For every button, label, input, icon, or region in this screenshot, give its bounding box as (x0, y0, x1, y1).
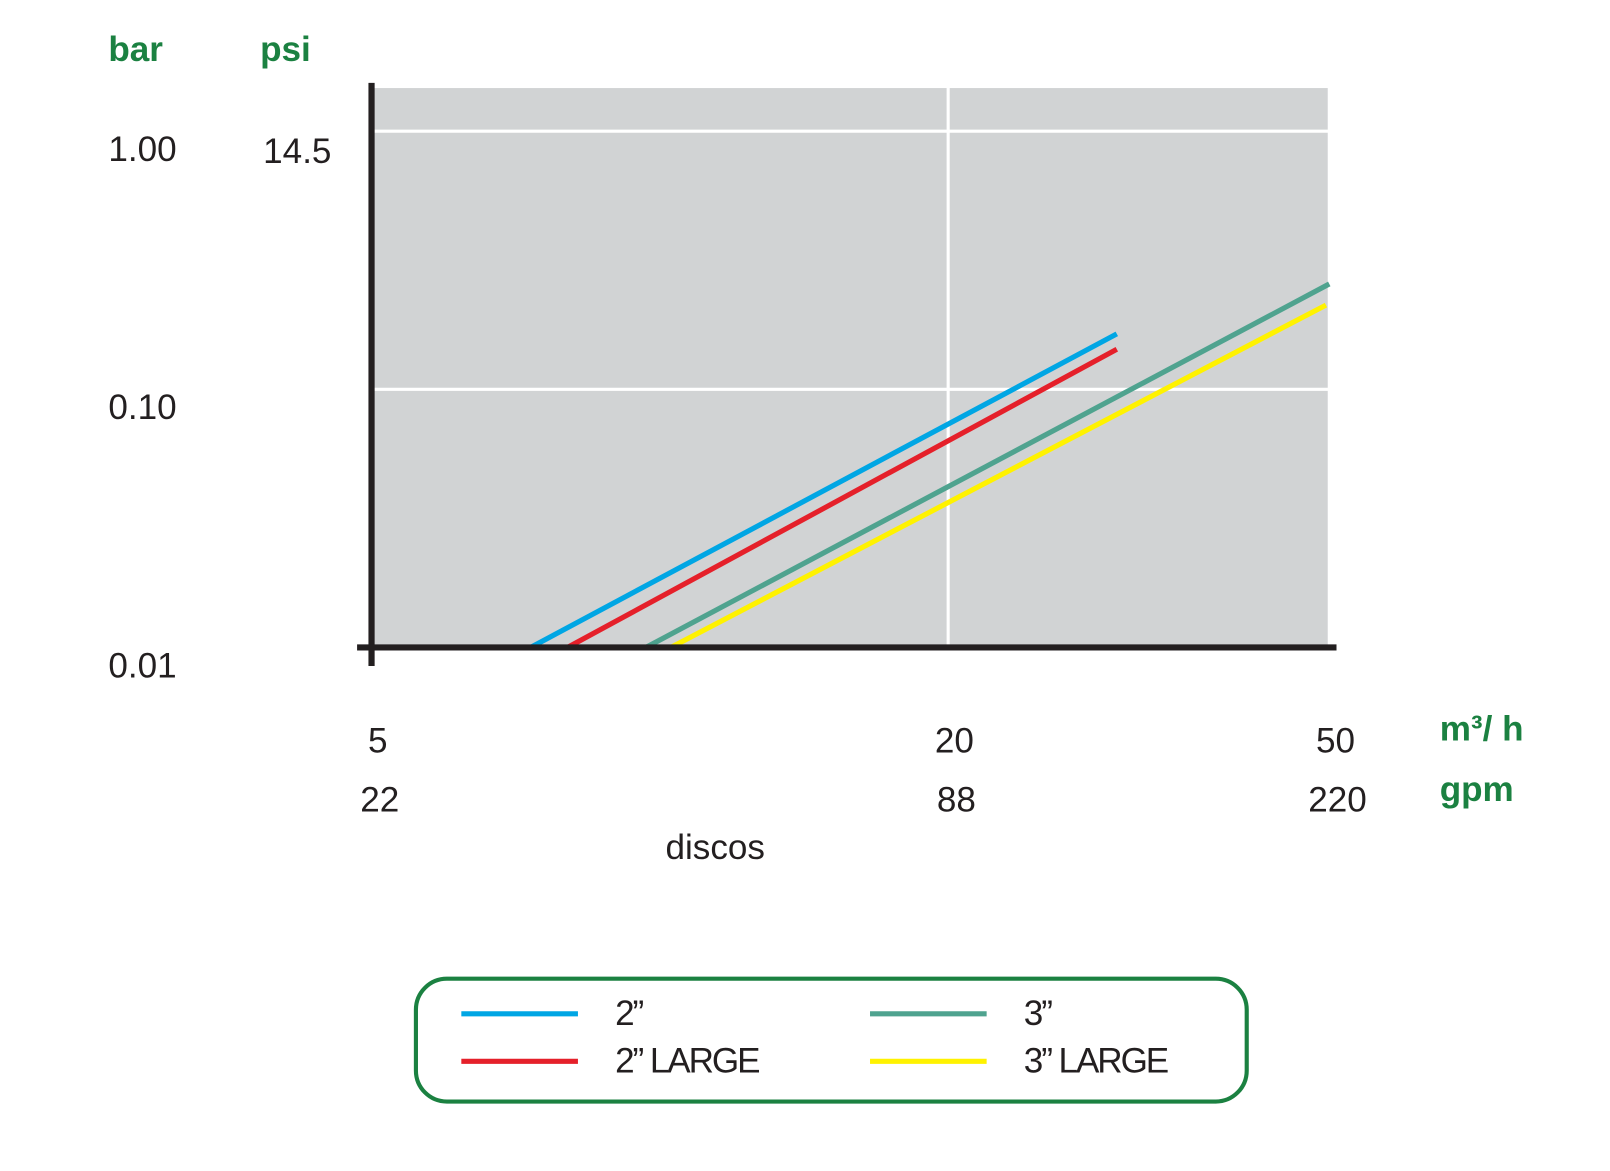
x-unit: m³/ h (1440, 709, 1524, 748)
x2-tick-label: 22 (360, 780, 399, 819)
plot-area (371, 88, 1330, 648)
series-line (566, 346, 1119, 650)
legend-label: 2” LARGE (615, 1042, 759, 1081)
y-tick-label: 1.00 (108, 130, 176, 169)
x2-unit: gpm (1440, 770, 1514, 809)
x2-tick-label: 88 (937, 780, 976, 819)
y-unit: bar (108, 30, 163, 69)
x2-tick-label: 220 (1308, 780, 1367, 819)
legend-label: 3” LARGE (1024, 1042, 1168, 1081)
legend-label: 3” (1024, 994, 1052, 1033)
legend-label: 2” (615, 994, 643, 1033)
x-tick-label: 50 (1316, 722, 1355, 761)
x-axis-label: discos (665, 828, 764, 867)
y-tick-label: 0.10 (108, 388, 176, 427)
x-tick-label: 20 (935, 722, 974, 761)
y2-unit: psi (260, 30, 311, 69)
x-tick-label: 5 (368, 722, 388, 761)
y-tick-label: 0.01 (108, 646, 176, 685)
legend-box (413, 976, 1249, 1104)
series-line (644, 281, 1331, 650)
y2-tick-label: 14.5 (263, 132, 331, 171)
series-line (669, 302, 1328, 650)
series-line (529, 331, 1119, 650)
